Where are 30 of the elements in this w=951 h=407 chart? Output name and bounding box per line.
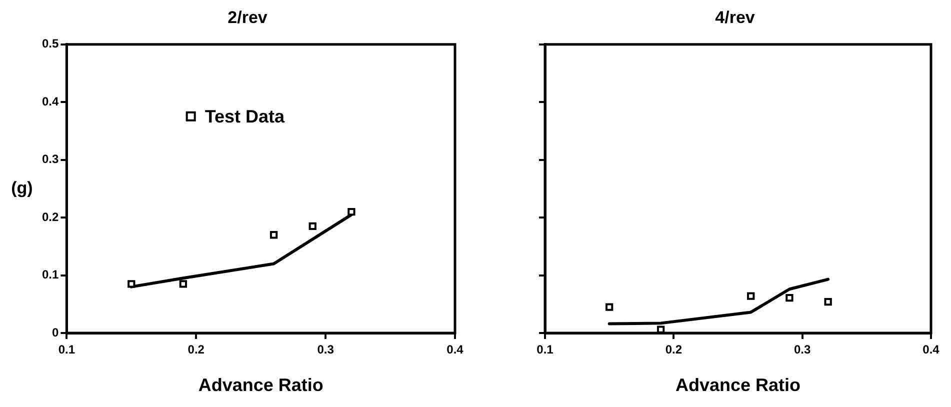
y-tick-label: 0.2 — [42, 210, 59, 224]
point — [270, 231, 278, 239]
point — [179, 280, 188, 288]
point — [747, 292, 755, 300]
x-tick-label: 0.3 — [794, 342, 811, 357]
legend-label: Test Data — [204, 106, 286, 126]
chart-title: 2/rev — [228, 8, 268, 27]
point — [606, 303, 614, 311]
x-axis-title: Advance Ratio — [675, 375, 801, 396]
point — [308, 222, 316, 230]
y-axis-title: (g) — [11, 178, 33, 198]
x-tick-label: 0.3 — [317, 342, 334, 357]
y-tick-label: 0 — [52, 325, 59, 340]
y-tick-label: 0.3 — [42, 152, 59, 166]
x-tick-label: 0.2 — [665, 342, 682, 357]
point — [128, 280, 136, 288]
x-tick-label: 0.2 — [188, 342, 205, 357]
y-tick-label: 0.1 — [42, 268, 59, 282]
point — [786, 294, 794, 302]
x-tick-label: 0.4 — [922, 342, 940, 357]
point — [824, 298, 832, 306]
point — [348, 208, 356, 216]
x-tick-label: 0.1 — [58, 342, 76, 357]
y-tick-label: 0.5 — [42, 36, 59, 51]
chart-title: 4/rev — [715, 8, 756, 27]
x-tick-label: 0.1 — [536, 342, 554, 357]
point — [656, 326, 665, 333]
y-tick-label: 0.4 — [42, 94, 59, 108]
x-axis-title: Advance Ratio — [198, 375, 324, 396]
x-tick-label: 0.4 — [446, 342, 464, 357]
